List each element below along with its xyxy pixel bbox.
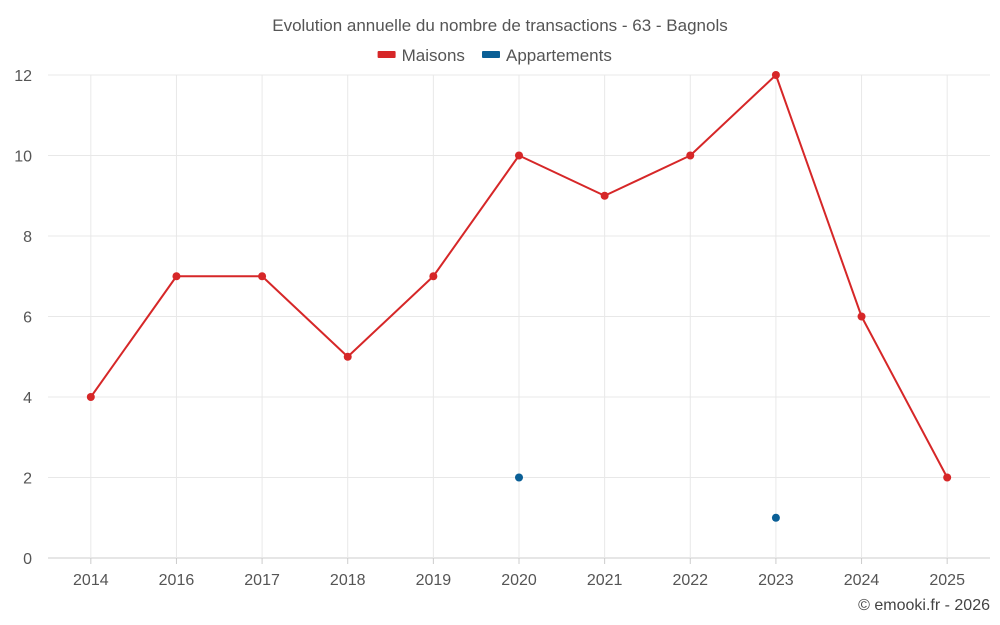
- x-tick-label: 2020: [501, 572, 537, 589]
- data-point[interactable]: [429, 272, 438, 281]
- x-tick-label: 2022: [672, 572, 708, 589]
- credit-text: © emooki.fr - 2026: [858, 597, 990, 614]
- x-tick-label: 2025: [929, 572, 965, 589]
- x-tick-label: 2024: [844, 572, 880, 589]
- x-tick-label: 2016: [159, 572, 195, 589]
- x-tick-label: 2021: [587, 572, 623, 589]
- y-tick-label: 0: [23, 551, 32, 568]
- y-tick-label: 10: [14, 149, 32, 166]
- series-maisons: [86, 71, 952, 482]
- data-point[interactable]: [343, 352, 352, 361]
- x-tick-label: 2014: [73, 572, 109, 589]
- legend-item-appartements[interactable]: Appartements: [482, 46, 612, 65]
- series-layer: [86, 71, 952, 522]
- chart-title: Evolution annuelle du nombre de transact…: [272, 16, 728, 35]
- data-point[interactable]: [771, 513, 780, 522]
- data-point[interactable]: [686, 151, 695, 160]
- legend[interactable]: Maisons Appartements: [377, 46, 612, 65]
- x-tick-label: 2017: [244, 572, 280, 589]
- legend-swatch: [482, 51, 500, 58]
- y-tick-label: 4: [23, 390, 32, 407]
- data-point[interactable]: [86, 393, 95, 401]
- y-tick-label: 8: [23, 229, 32, 246]
- y-tick-label: 2: [23, 471, 32, 488]
- y-tick-label: 12: [14, 68, 32, 85]
- data-point[interactable]: [515, 473, 523, 482]
- x-tick-label: 2019: [416, 572, 452, 589]
- data-point[interactable]: [172, 272, 181, 281]
- legend-label: Appartements: [506, 46, 612, 65]
- legend-swatch: [377, 51, 396, 58]
- x-tick-label: 2018: [330, 572, 366, 589]
- data-point[interactable]: [258, 272, 267, 281]
- x-axis-ticks: 2014 2016 2017 2018 2019 2020 2021 2022 2023 2024…: [73, 572, 965, 589]
- grid: [48, 74, 990, 564]
- x-tick-label: 2023: [758, 572, 794, 589]
- data-point[interactable]: [771, 71, 780, 79]
- y-axis-ticks: 0 2 4 6 8 10 12: [14, 68, 32, 568]
- series-appartements: [515, 473, 780, 522]
- y-tick-label: 6: [23, 310, 32, 327]
- data-point[interactable]: [515, 151, 523, 160]
- data-point[interactable]: [600, 191, 609, 200]
- data-point[interactable]: [857, 312, 866, 321]
- legend-item-maisons[interactable]: Maisons: [377, 46, 465, 65]
- legend-label: Maisons: [402, 46, 465, 65]
- data-point[interactable]: [943, 473, 952, 482]
